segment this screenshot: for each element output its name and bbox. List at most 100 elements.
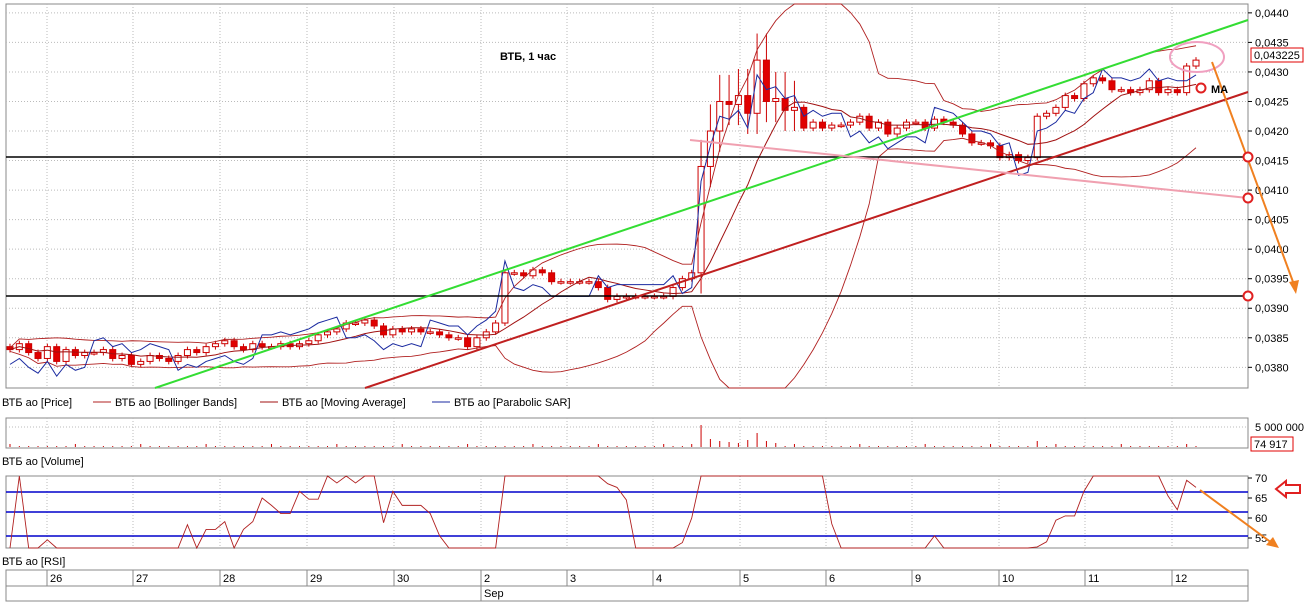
candle-body xyxy=(174,355,182,362)
candle-body xyxy=(1043,112,1051,117)
legend-label: ВТБ ао [Moving Average] xyxy=(282,397,406,409)
date-label: 27 xyxy=(136,573,148,585)
candle-body xyxy=(454,337,462,340)
candle-body xyxy=(445,334,453,339)
candle-body xyxy=(165,357,173,362)
marker-circle xyxy=(1242,192,1254,204)
candle-body xyxy=(398,328,406,333)
candle-body xyxy=(510,272,518,275)
candle-body xyxy=(846,121,854,126)
legend-label: ВТБ ао [Price] xyxy=(2,397,72,409)
candle-body xyxy=(585,281,593,284)
candle-body xyxy=(959,124,967,135)
candle-body xyxy=(43,346,51,359)
date-label: 10 xyxy=(1002,573,1014,585)
candle-body xyxy=(753,59,761,114)
date-label: 5 xyxy=(743,573,749,585)
candle-body xyxy=(118,355,126,359)
rsi-forecast-arrowhead xyxy=(1266,537,1279,548)
candle-body xyxy=(183,349,191,357)
red-trend-line xyxy=(364,91,1249,389)
candle-body xyxy=(809,121,817,129)
month-label: Sep xyxy=(484,588,504,600)
chart-title: ВТБ, 1 час xyxy=(500,51,556,63)
marker-circle xyxy=(1242,290,1254,302)
candle-body xyxy=(62,349,70,362)
date-label: 2 xyxy=(484,573,490,585)
volume-tick-label: 5 000 000 xyxy=(1255,422,1304,434)
price-tick-label: 0,0430 xyxy=(1255,67,1289,79)
candle-body xyxy=(548,272,556,283)
legend-label: ВТБ ао [Parabolic SAR] xyxy=(454,397,571,409)
price-tick-label: 0,0435 xyxy=(1255,37,1289,49)
price-tick-label: 0,0440 xyxy=(1255,8,1289,20)
date-label: 28 xyxy=(223,573,235,585)
candle-body xyxy=(790,106,798,111)
rsi-tick-label: 70 xyxy=(1255,473,1267,485)
candle-body xyxy=(613,295,621,300)
bollinger-upper xyxy=(9,3,1197,349)
date-label: 9 xyxy=(915,573,921,585)
candle-body xyxy=(90,352,98,355)
candle-body xyxy=(762,59,770,102)
candle-body xyxy=(53,346,61,362)
candle-body xyxy=(137,360,145,365)
date-label: 11 xyxy=(1088,573,1099,585)
candle-body xyxy=(361,319,369,324)
candle-body xyxy=(828,124,836,129)
date-label: 12 xyxy=(1175,573,1187,585)
candle-body xyxy=(127,355,135,365)
candle-body xyxy=(1145,80,1153,91)
candle-body xyxy=(436,331,444,336)
rsi-alert-arrow xyxy=(1274,478,1301,500)
price-tick-label: 0,0390 xyxy=(1255,303,1289,315)
candle-body xyxy=(370,319,378,327)
forecast-arrow xyxy=(1211,61,1297,291)
candle-body xyxy=(800,106,808,129)
date-label: 3 xyxy=(570,573,576,585)
rsi-legend: ВТБ ао [RSI] xyxy=(2,556,65,568)
date-label: 29 xyxy=(310,573,322,585)
price-tick-label: 0,0420 xyxy=(1255,126,1289,138)
candle-body xyxy=(333,328,341,333)
rsi-tick-label: 55 xyxy=(1255,533,1267,545)
candle-body xyxy=(1052,106,1060,114)
candle-body xyxy=(249,343,257,351)
candle-body xyxy=(1071,95,1079,100)
price-tick-label: 0,0395 xyxy=(1255,274,1289,286)
volume-panel xyxy=(5,417,1249,449)
candle-body xyxy=(818,121,826,129)
price-panel xyxy=(5,3,1249,389)
candle-body xyxy=(538,269,546,274)
current-price-box xyxy=(1250,47,1304,63)
candle-body xyxy=(1061,95,1069,108)
marker-circle xyxy=(1242,151,1254,163)
candle-body xyxy=(473,337,481,348)
candle-body xyxy=(1108,80,1116,91)
candle-body xyxy=(837,124,845,128)
moving-average-line xyxy=(9,83,1197,358)
ma-annotation: MA xyxy=(1211,84,1228,96)
parabolic-sar-line xyxy=(9,68,1197,378)
volume-last-box xyxy=(1250,436,1294,452)
candle-body xyxy=(1192,59,1200,67)
date-label: 6 xyxy=(829,573,835,585)
candle-body xyxy=(464,337,472,348)
candle-body xyxy=(221,340,229,345)
rsi-line xyxy=(9,475,1197,550)
candle-body xyxy=(1024,157,1032,162)
rsi-tick-label: 60 xyxy=(1255,513,1267,525)
candle-body xyxy=(211,343,219,348)
candle-body xyxy=(529,269,537,277)
bollinger-lower xyxy=(9,137,1197,389)
candle-body xyxy=(725,100,733,105)
candle-body xyxy=(1164,89,1172,94)
current-price-label: 0,043225 xyxy=(1254,50,1300,62)
forecast-arrowhead xyxy=(1289,280,1299,294)
candle-body xyxy=(417,328,425,333)
candle-body xyxy=(146,355,154,362)
candle-body xyxy=(968,133,976,144)
volume-last-label: 74 917 xyxy=(1254,439,1288,451)
price-tick-label: 0,0405 xyxy=(1255,215,1289,227)
